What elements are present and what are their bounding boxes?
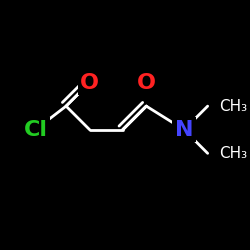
Text: N: N [175, 120, 193, 140]
Text: CH₃: CH₃ [220, 146, 248, 161]
Text: O: O [80, 72, 99, 92]
Text: CH₃: CH₃ [220, 98, 248, 114]
Text: Cl: Cl [24, 120, 48, 140]
Text: O: O [137, 72, 156, 92]
